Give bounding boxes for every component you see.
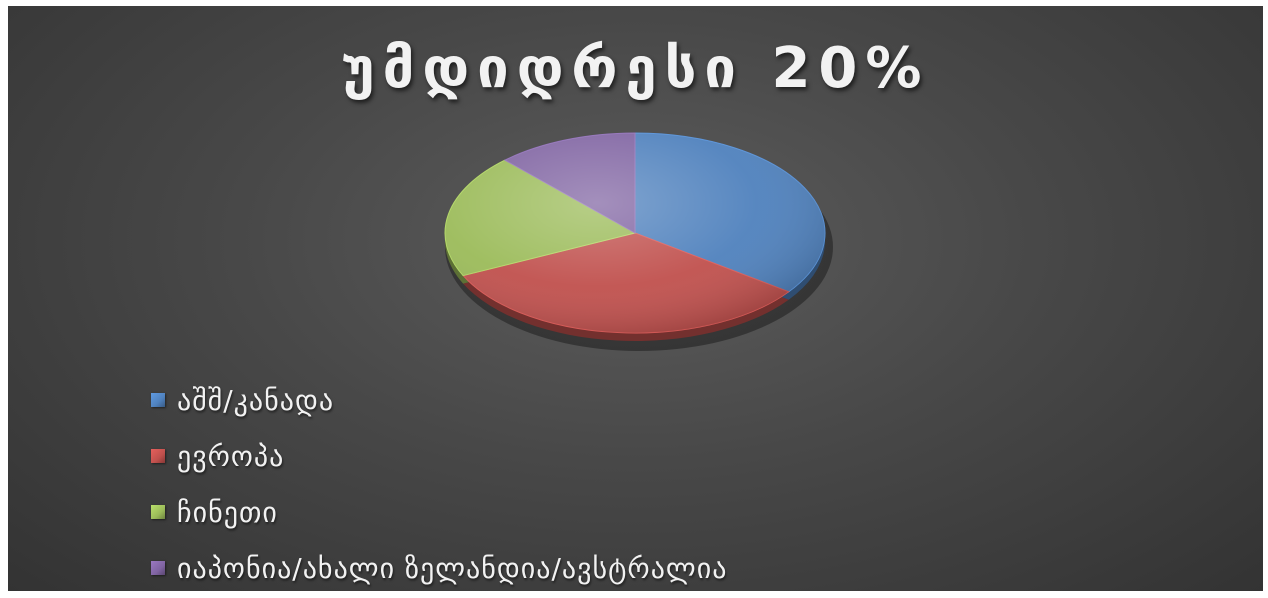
legend-swatch xyxy=(151,505,165,519)
legend-item: ჩინეთი xyxy=(151,484,727,540)
pie-sheen xyxy=(445,133,825,333)
legend-item: აშშ/კანადა xyxy=(151,372,727,428)
chart-title: უმდიდრესი 20% xyxy=(341,36,930,101)
legend-item: ევროპა xyxy=(151,428,727,484)
legend-item: იაპონია/ახალი ზელანდია/ავსტრალია xyxy=(151,540,727,591)
chart-legend: აშშ/კანადა ევროპა ჩინეთი იაპონია/ახალი ზელა… xyxy=(151,372,727,591)
legend-label: იაპონია/ახალი ზელანდია/ავსტრალია xyxy=(177,551,728,585)
legend-swatch xyxy=(151,449,165,463)
chart-slide: უმდიდრესი 20% აშშ/კანადა ევროპა ჩინეთი იაპო… xyxy=(8,6,1263,591)
legend-label: ჩინეთი xyxy=(177,495,278,529)
pie-chart xyxy=(444,132,833,351)
legend-label: ევროპა xyxy=(177,439,285,473)
legend-label: აშშ/კანადა xyxy=(177,383,335,417)
legend-swatch xyxy=(151,393,165,407)
legend-swatch xyxy=(151,561,165,575)
